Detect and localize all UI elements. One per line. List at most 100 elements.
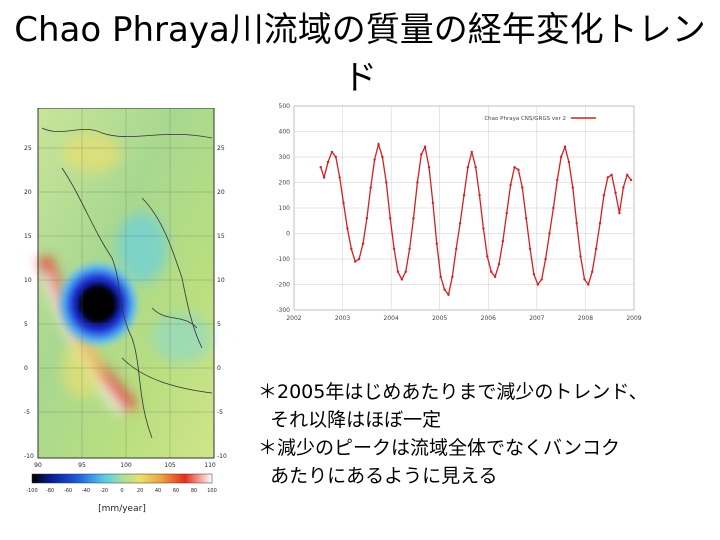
data-point [462, 194, 466, 197]
note-line: それ以降はほぼ一定 [258, 409, 442, 431]
y-tick-label: 200 [279, 180, 291, 187]
note-line: ＊2005年はじめあたりまで減少のトレンド、 [258, 381, 648, 403]
data-point [455, 247, 458, 250]
data-point [388, 217, 392, 220]
lat-label-right: 5 [217, 321, 221, 328]
data-point [567, 160, 571, 164]
colorbar-tick: 40 [155, 488, 161, 494]
data-point [575, 222, 578, 225]
data-point [626, 173, 629, 177]
data-point [532, 273, 536, 276]
map-grid [38, 108, 214, 458]
x-tick-label: 2007 [529, 315, 544, 322]
lat-label-right: 15 [217, 233, 225, 240]
data-point [486, 255, 489, 258]
y-tick-label: 300 [279, 154, 291, 161]
data-point [497, 262, 501, 266]
colorbar-tick: 100 [207, 488, 217, 494]
data-point [587, 283, 590, 286]
data-point [427, 166, 431, 169]
data-point [365, 217, 369, 220]
data-point [431, 201, 435, 205]
data-point [385, 181, 388, 184]
lat-label-right: 10 [217, 277, 225, 284]
data-point [322, 176, 326, 179]
data-point [614, 191, 617, 194]
data-point [396, 270, 400, 273]
data-point [423, 145, 427, 148]
data-point [443, 288, 446, 291]
y-tick-label: -300 [276, 307, 290, 314]
note-line: ＊減少のピークは流域全体でなくバンコク [258, 437, 620, 459]
lat-label: 5 [24, 321, 28, 328]
data-point [330, 150, 334, 154]
data-point [579, 255, 582, 258]
data-point [594, 247, 598, 250]
data-point [482, 227, 485, 230]
data-point [524, 217, 528, 220]
data-point [490, 270, 493, 273]
data-point [346, 227, 349, 230]
data-point [400, 278, 404, 281]
data-point [342, 201, 345, 205]
lat-label-right: 0 [217, 365, 221, 372]
y-tick-label: 400 [279, 129, 291, 136]
lon-label: 105 [164, 462, 176, 469]
data-point [474, 166, 477, 169]
lat-label-right: -10 [217, 453, 227, 460]
y-tick-label: 0 [286, 231, 290, 238]
data-point [416, 181, 419, 184]
data-point [501, 239, 505, 243]
data-point [521, 186, 524, 189]
data-point [556, 178, 559, 182]
lat-label-right: -5 [217, 409, 223, 416]
colorbar-unit: [mm/year] [98, 504, 146, 514]
data-point [583, 278, 586, 281]
lon-label: 100 [120, 462, 132, 469]
colorbar-tick: -80 [46, 488, 54, 494]
data-point [563, 145, 567, 148]
x-tick-label: 2005 [432, 315, 447, 322]
x-tick-label: 2003 [335, 315, 350, 322]
data-point [392, 247, 396, 250]
x-tick-label: 2004 [384, 315, 399, 322]
coastlines [41, 127, 213, 439]
data-point [629, 178, 633, 182]
data-point [602, 194, 606, 197]
lat-label-right: 20 [217, 189, 225, 196]
colorbar-tick: -20 [100, 488, 108, 494]
lat-label: -10 [24, 453, 34, 460]
data-point [610, 173, 613, 177]
lat-label-right: 25 [217, 145, 225, 152]
data-point [548, 232, 551, 235]
y-tick-label: -100 [276, 256, 290, 263]
data-point [505, 211, 508, 215]
data-point [451, 275, 454, 279]
legend: Chao Phraya CNS/GRGS ver 2 [484, 116, 596, 122]
data-point [540, 278, 543, 281]
lon-label: 95 [78, 462, 86, 469]
colorbar-tick: 60 [173, 488, 179, 494]
data-point [369, 186, 372, 189]
mass-timeseries-chart: -300 -200 -100 0 100 200 300 400 500 2002 2003 200… [276, 103, 641, 322]
data-point [544, 257, 547, 261]
colorbar-tick: 20 [137, 488, 143, 494]
data-point [591, 270, 594, 273]
x-tick-label: 2009 [626, 315, 641, 322]
slide-title-line2: ド [343, 58, 377, 98]
lon-label: 110 [204, 462, 216, 469]
data-point [326, 160, 330, 164]
mass-change-map: 25 20 15 10 5 0 -5 -10 25 20 15 10 5 0 -… [24, 108, 227, 514]
y-tick-label: -200 [276, 282, 290, 289]
data-point [552, 206, 555, 210]
data-point [536, 283, 540, 286]
lat-label: 0 [24, 365, 28, 372]
data-point [598, 222, 602, 225]
data-point [412, 217, 415, 220]
lat-label: 25 [24, 145, 32, 152]
colorbar-tick: -100 [26, 488, 37, 494]
data-point [447, 293, 450, 296]
colorbar-tick: -60 [64, 488, 72, 494]
data-point [509, 183, 512, 187]
slide-title-line1: Chao Phraya川流域の質量の経年変化トレン [14, 10, 706, 50]
